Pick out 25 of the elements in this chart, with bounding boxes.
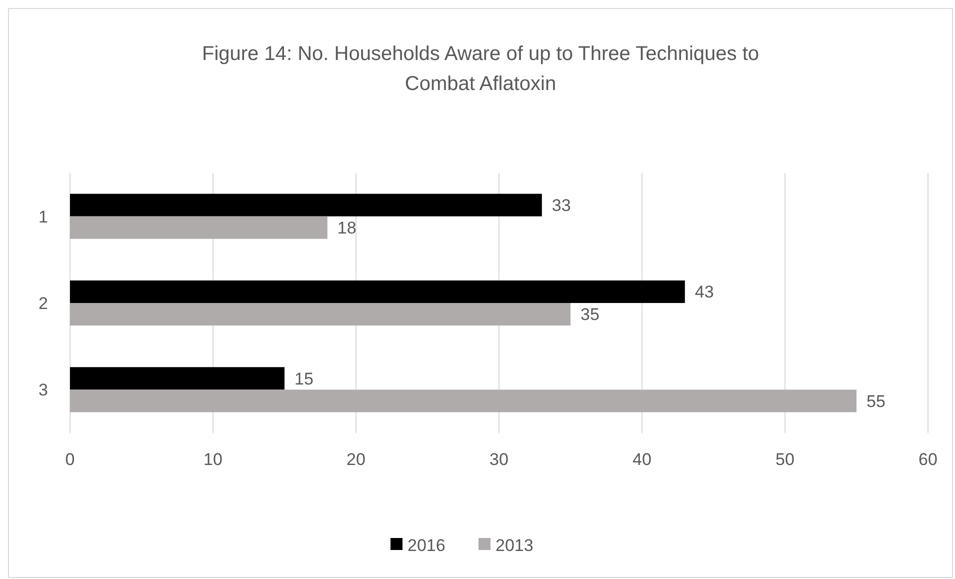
bar <box>70 367 284 390</box>
data-label: 35 <box>580 305 600 324</box>
bar <box>70 194 542 216</box>
y-tick-label: 3 <box>38 380 48 400</box>
data-label: 15 <box>294 369 314 388</box>
data-label: 18 <box>337 218 356 238</box>
data-label: 43 <box>694 282 714 302</box>
x-tick-label: 40 <box>632 450 652 469</box>
x-tick-label: 0 <box>65 450 75 469</box>
x-tick-label: 20 <box>346 450 366 469</box>
legend-label: 2013 <box>496 536 534 555</box>
data-label: 33 <box>552 196 571 216</box>
x-tick-label: 60 <box>918 450 938 469</box>
x-tick-label: 50 <box>776 450 794 469</box>
x-tick-label: 30 <box>490 450 508 469</box>
bar <box>70 216 328 239</box>
y-tick-label: 1 <box>38 207 48 226</box>
data-label: 55 <box>866 392 886 411</box>
bar <box>70 390 856 412</box>
legend-label: 2016 <box>408 536 446 555</box>
chart-title: Figure 14: No. Households Aware of up to Three Techniques to Combat Aflatoxin <box>202 43 760 95</box>
y-tick-label: 2 <box>38 294 48 313</box>
bar <box>70 280 685 303</box>
bar <box>70 303 570 326</box>
x-tick-label: 10 <box>204 450 222 469</box>
